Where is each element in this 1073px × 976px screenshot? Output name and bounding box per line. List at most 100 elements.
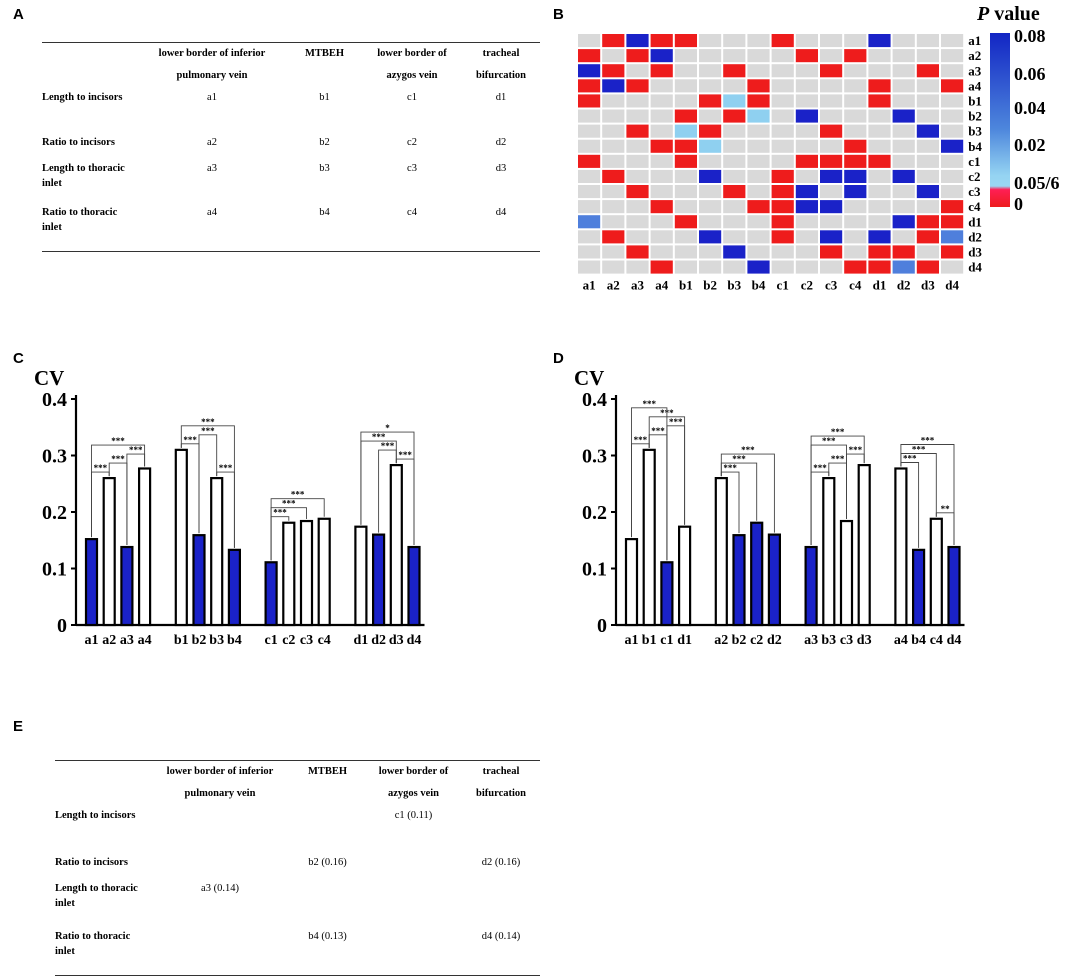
bar [264,561,278,627]
heatmap-row-label: c4 [968,199,981,214]
heatmap-cell [795,154,818,168]
table-row: Length to thoracic inlet a3 b3 c3 d3 [42,161,540,205]
heatmap-cell [699,200,722,214]
heatmap-cell [892,230,915,244]
heatmap-cell [795,185,818,199]
heatmap-cell [650,49,673,63]
heatmap-cell [674,139,697,153]
heatmap-cell [699,79,722,93]
heatmap-cell [650,79,673,93]
significance-label: *** [921,435,935,445]
heatmap-cell [795,79,818,93]
heatmap-cell [723,245,746,259]
significance-label: *** [849,445,863,455]
row-header: Ratio to incisors [55,857,128,868]
heatmap-col-label: c3 [825,278,838,293]
heatmap-cell [699,154,722,168]
significance-label: *** [669,417,683,427]
heatmap-cell [723,230,746,244]
heatmap-cell [892,154,915,168]
heatmap-cell [771,245,794,259]
heatmap-cell [795,169,818,183]
bar [407,545,421,627]
table-cell: a3 (0.14) [201,883,239,894]
table-cell: d4 (0.14) [462,929,540,976]
heatmap-cell [602,49,625,63]
heatmap-cell [820,245,843,259]
heatmap-cell [723,200,746,214]
heatmap-cell [602,124,625,138]
bar [624,538,639,627]
heatmap-cell [602,79,625,93]
heatmap-cell [892,245,915,259]
heatmap-cell [868,260,891,274]
heatmap-cell [941,154,964,168]
significance-label: *** [634,435,648,445]
table-cell [365,881,462,929]
heatmap-cell [916,200,939,214]
significance-label: *** [831,427,845,437]
heatmap-cell [723,94,746,108]
heatmap-cell [892,79,915,93]
heatmap-cell [795,215,818,229]
bar [120,545,134,627]
heatmap-cell [650,215,673,229]
heatmap-cell [650,154,673,168]
significance-bracket [720,453,775,533]
heatmap-cell [747,215,770,229]
heatmap-row-label: d3 [968,245,982,260]
heatmap-cell [892,169,915,183]
legend-title: P value [976,3,1040,25]
heatmap-cell [699,64,722,78]
heatmap-cell [723,154,746,168]
heatmap-row-label: d1 [968,214,982,229]
heatmap-cell [674,215,697,229]
row-header: Length to incisors [42,92,123,103]
heatmap-cell [650,94,673,108]
heatmap-cell [747,109,770,123]
heatmap-col-label: b1 [679,278,693,293]
heatmap-row-label: d4 [968,260,982,275]
heatmap-cell [820,185,843,199]
heatmap-cell [723,124,746,138]
table-cell: a4 [137,205,287,252]
heatmap-cell [626,109,649,123]
y-tick-label: 0.2 [42,502,67,524]
heatmap-cell [578,79,601,93]
heatmap-cell [650,185,673,199]
heatmap-cell [771,34,794,48]
heatmap-cell [747,139,770,153]
heatmap-cell [892,49,915,63]
heatmap-cell [578,139,601,153]
x-tick-label: d3 [389,633,404,648]
table-row: Length to thoracic inlet a3 (0.14) [55,881,540,929]
heatmap-cell [578,245,601,259]
y-tick-label: 0.1 [582,559,607,581]
heatmap-cell [747,260,770,274]
heatmap-cell [699,49,722,63]
heatmap-cell [578,34,601,48]
x-tick-label: c4 [930,633,943,648]
table-cell: b2 [319,137,330,148]
significance-bracket [198,434,218,534]
table-cell [365,929,462,976]
x-tick-label: d4 [407,633,422,648]
heatmap-cell [578,230,601,244]
heatmap-cell [941,245,964,259]
significance-bracket [180,425,235,548]
heatmap-cell [723,169,746,183]
heatmap-cell [844,154,867,168]
significance-label: *** [723,463,737,473]
heatmap-cell [626,245,649,259]
heatmap-cell [941,94,964,108]
heatmap-row-label: b4 [968,139,982,154]
heatmap-cell [795,139,818,153]
heatmap-cell [941,109,964,123]
heatmap-cell [578,260,601,274]
heatmap-cell [820,94,843,108]
heatmap-cell [916,169,939,183]
heatmap-cell [771,109,794,123]
bar [372,533,386,627]
heatmap-cell [602,185,625,199]
heatmap-cell [602,245,625,259]
